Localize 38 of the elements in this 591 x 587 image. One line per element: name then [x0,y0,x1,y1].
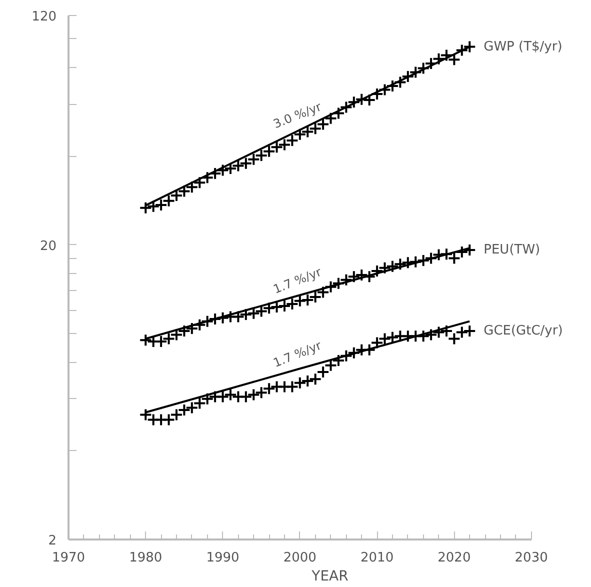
point [224,388,237,402]
point [301,374,314,388]
point [448,53,461,66]
x-tick-label: 1980 [129,550,162,566]
point [239,390,252,404]
point [386,330,399,344]
x-tick-label: 2010 [360,550,394,566]
point [416,254,430,267]
point [463,244,476,257]
point [463,324,476,338]
point [270,300,284,314]
x-tick-label: 2020 [438,550,471,566]
annotation: 1.7 %/yr [271,264,324,296]
point [409,255,422,268]
point [139,408,152,422]
x-tick-label: 1970 [52,550,86,566]
y-tick-label: 120 [32,10,57,24]
series-label: PEU(TW) [484,242,540,258]
annotation: 3.0 %/yr [271,100,324,132]
series-label: GCE(GtC/yr) [484,323,563,338]
x-tick-label: 1990 [206,550,240,566]
point [416,330,430,343]
x-tick-label: 2030 [514,550,548,566]
point [139,201,152,214]
y-tick-label: 2 [48,534,57,548]
point [247,388,260,402]
point [355,268,368,282]
y-tick-label: 20 [40,238,57,254]
point [440,248,453,261]
point [146,200,160,213]
point [139,334,152,347]
x-tick-label: 2000 [283,550,316,566]
point [278,299,291,312]
point [440,324,453,338]
series-label: GWP (T$/yr) [484,39,562,54]
annotation: 1.7 %/yr [271,338,324,370]
x-axis-title: YEAR [310,568,349,584]
point [216,390,230,404]
